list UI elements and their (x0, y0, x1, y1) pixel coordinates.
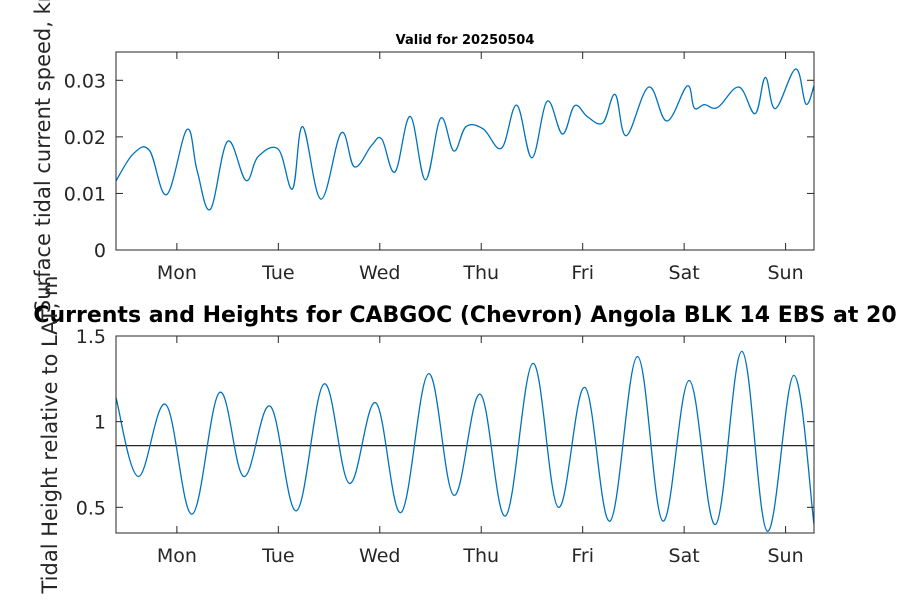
height-y-tick-label: 1 (94, 412, 106, 434)
height-x-tick-label: Fri (571, 545, 594, 567)
height-chart-title: Currents and Heights for CABGOC (Chevron… (33, 303, 896, 328)
height-y-axis-label: Tidal Height relative to LAT, m (38, 275, 62, 594)
speed-x-tick-label: Tue (261, 262, 294, 284)
speed-y-tick-label: 0.01 (64, 183, 106, 205)
speed-x-tick-label: Wed (359, 262, 400, 284)
speed-series-line (116, 68, 814, 211)
speed-y-axis-label: Surface tidal current speed, kn (31, 0, 55, 313)
height-y-tick-label: 0.5 (76, 497, 106, 519)
speed-plot-area (116, 52, 814, 250)
speed-chart-panel: 0 0.01 0.02 0.03 Mon Tue Wed Thu Fri Sat Sun Valid… (31, 0, 815, 313)
speed-x-tick-label: Thu (462, 262, 499, 284)
speed-x-tick-label: Sun (768, 262, 804, 284)
speed-series-group (116, 68, 814, 211)
speed-x-tick-label: Mon (157, 262, 197, 284)
height-ticks-group: 0.5 1 1.5 Mon Tue Wed Thu Fri Sat Sun (76, 326, 814, 567)
height-axes-box (115, 335, 815, 534)
height-y-tick-label: 1.5 (76, 326, 106, 348)
height-x-tick-label: Wed (359, 545, 400, 567)
speed-x-tick-label: Fri (571, 262, 594, 284)
height-series-line (116, 350, 814, 532)
height-x-tick-label: Sat (669, 545, 700, 567)
height-series-group (116, 350, 814, 532)
speed-y-tick-label: 0.03 (64, 70, 106, 92)
height-x-tick-label: Sun (768, 545, 804, 567)
speed-y-tick-label: 0 (94, 240, 106, 262)
speed-chart-title: Valid for 20250504 (396, 33, 535, 48)
speed-x-tick-label: Sat (669, 262, 700, 284)
height-chart-panel: 0.5 1 1.5 Mon Tue Wed Thu Fri Sat Sun Currents an… (33, 275, 896, 594)
height-x-tick-label: Thu (462, 545, 499, 567)
height-x-tick-label: Mon (157, 545, 197, 567)
speed-ticks-group: 0 0.01 0.02 0.03 Mon Tue Wed Thu Fri Sat Sun (64, 52, 814, 284)
speed-axes-box (115, 51, 815, 251)
height-x-tick-label: Tue (261, 545, 294, 567)
speed-y-tick-label: 0.02 (64, 127, 106, 149)
